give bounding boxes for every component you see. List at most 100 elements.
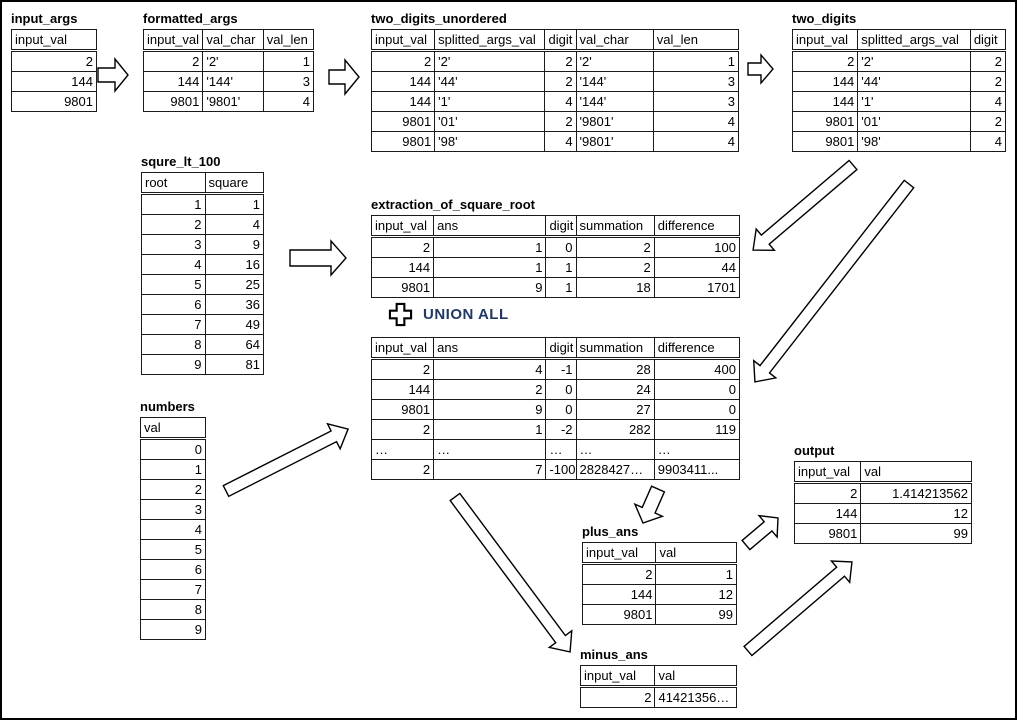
- table-cell: 4: [969, 91, 1007, 112]
- table-union-result: input_val ans digit summation difference 2 4 -1…: [370, 337, 741, 480]
- table-cell: 144: [791, 71, 859, 92]
- table-row: 2: [140, 479, 206, 500]
- column-header: val_char: [575, 29, 654, 52]
- table-row: 9801'9801' 4: [142, 91, 315, 112]
- table-cell: 6: [140, 559, 206, 580]
- table-title: extraction_of_square_root: [371, 197, 535, 212]
- table-cell: 4: [140, 519, 206, 540]
- table-row: 9801 99: [793, 523, 972, 544]
- table-cell: 12: [655, 584, 737, 605]
- table-cell: 16: [204, 254, 265, 275]
- table-cell: 1701: [653, 277, 741, 298]
- table-row: 0: [140, 438, 206, 460]
- table-cell: 4: [544, 131, 577, 152]
- column-header: input_val: [793, 461, 862, 484]
- table-row: 2'2' 2'2' 1: [370, 50, 740, 72]
- table-cell: 2: [370, 236, 435, 258]
- table-cell: 1: [655, 563, 737, 585]
- table-cell: 100: [653, 236, 741, 258]
- table-row: 5 25: [141, 274, 265, 295]
- header-row: input_val val: [579, 665, 737, 688]
- table-cell: 144: [11, 71, 97, 92]
- table-grid: input_val ans digit summation difference 2 1 0 2…: [370, 215, 741, 298]
- table-row: 144 12: [581, 584, 737, 605]
- table-cell: 9801: [11, 91, 97, 112]
- table-cell: 119: [653, 419, 741, 440]
- table-cell: '01': [857, 111, 971, 132]
- table-cell: -2: [545, 419, 577, 440]
- table-cell: …: [370, 439, 435, 460]
- table-cell: 400: [653, 358, 741, 380]
- table-cell: '1': [434, 91, 546, 112]
- table-cell: 2: [579, 686, 656, 708]
- column-header: input_val: [370, 337, 435, 360]
- table-cell: 9801: [370, 277, 435, 298]
- arrow-two-digits-to-union: [752, 179, 915, 383]
- table-cell: 4: [652, 111, 740, 132]
- column-header: input_val: [581, 542, 657, 565]
- table-grid: input_val val_char val_len 2'2' 1 144'144' 3 98…: [142, 29, 315, 112]
- table-cell: 3: [140, 499, 206, 520]
- table-grid: input_val ans digit summation difference 2 4 -1…: [370, 337, 741, 480]
- table-cell: 9: [141, 354, 206, 375]
- header-row: root square: [141, 172, 265, 195]
- table-cell: 9801: [791, 111, 859, 132]
- table-cell: 1: [140, 459, 206, 480]
- table-title: plus_ans: [582, 524, 639, 539]
- table-row: 2'2' 2: [791, 50, 1007, 72]
- table-cell: 9801: [793, 523, 862, 544]
- table-row: 1: [140, 459, 206, 480]
- table-cell: 3: [652, 91, 740, 112]
- table-two-digits-unordered: two_digits_unordered input_val splitted_ar…: [370, 10, 740, 152]
- table-formatted-args: formatted_args input_val val_char val_len 2 '…: [142, 10, 315, 112]
- table-grid: val 0 1 2 3 4 5 6 7 8 9: [140, 417, 206, 640]
- table-row: 9: [140, 619, 206, 640]
- table-cell: -1: [545, 358, 577, 380]
- table-grid: input_val splitted_args_val digit val_char v…: [370, 29, 740, 152]
- table-cell: 9: [204, 234, 265, 255]
- table-cell: 2: [11, 50, 97, 72]
- table-cell: 1.414213562: [860, 482, 972, 504]
- table-title: formatted_args: [143, 11, 238, 26]
- table-cell: 1: [433, 257, 547, 278]
- table-cell: 7: [433, 459, 547, 480]
- table-cell: 2: [142, 50, 204, 72]
- header-row: input_val: [11, 29, 97, 52]
- header-row: input_val ans digit summation difference: [370, 215, 741, 238]
- table-title: input_args: [11, 11, 78, 26]
- table-cell: 8: [141, 334, 206, 355]
- table-cell: 44: [653, 257, 741, 278]
- header-row: input_val val: [581, 542, 737, 565]
- table-cell: '44': [857, 71, 971, 92]
- table-cell: '98': [434, 131, 546, 152]
- table-row: 144 2 0 24 0: [370, 379, 741, 400]
- table-row: 2 1 -2 282 119: [370, 419, 741, 440]
- column-header: difference: [653, 215, 741, 238]
- table-row: 144 12: [793, 503, 972, 524]
- table-row: 2'2' 1: [142, 50, 315, 72]
- table-cell: 2: [370, 50, 436, 72]
- arrow-two-digits-to-extraction: [752, 159, 858, 252]
- column-header: val: [654, 665, 737, 688]
- table-row: 5: [140, 539, 206, 560]
- table-cell: 3: [652, 71, 740, 92]
- table-row: 144: [11, 71, 97, 92]
- table-title: output: [794, 443, 835, 458]
- table-row: 2 7 -100 2828427… 9903411...: [370, 459, 741, 480]
- table-cell: 0: [545, 236, 577, 258]
- table-cell: 1: [433, 236, 547, 258]
- table-cell: 2: [140, 479, 206, 500]
- column-header: val: [655, 542, 737, 565]
- table-cell: 24: [575, 379, 655, 400]
- table-cell: 0: [545, 399, 577, 420]
- table-cell: 0: [653, 399, 741, 420]
- table-row: 4 16: [141, 254, 265, 275]
- table-cell: 2828427…: [575, 459, 655, 480]
- table-two-digits: two_digits input_val splitted_args_val digi…: [791, 10, 1007, 152]
- union-all-badge: UNION ALL: [388, 302, 509, 327]
- table-cell: 12: [860, 503, 972, 524]
- column-header: val_char: [202, 29, 264, 52]
- table-cell: 9: [433, 399, 547, 420]
